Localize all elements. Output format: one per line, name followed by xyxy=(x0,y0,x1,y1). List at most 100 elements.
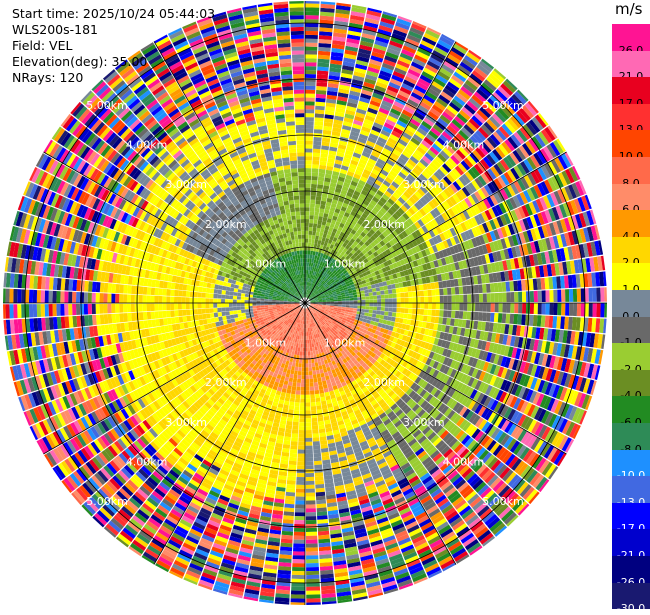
velocity-gate xyxy=(292,571,305,575)
velocity-gate xyxy=(299,363,302,367)
velocity-gate xyxy=(553,290,557,302)
velocity-gate xyxy=(313,149,321,153)
velocity-gate xyxy=(365,309,369,312)
velocity-gate xyxy=(479,303,483,312)
velocity-gate xyxy=(310,200,315,204)
velocity-gate xyxy=(317,409,323,414)
velocity-gate xyxy=(316,232,320,236)
velocity-gate xyxy=(290,370,294,374)
velocity-gate xyxy=(310,383,314,387)
velocity-gate xyxy=(288,381,293,386)
velocity-gate xyxy=(300,399,305,403)
velocity-gate xyxy=(292,563,305,567)
velocity-gate xyxy=(342,307,346,309)
velocity-gate xyxy=(427,283,432,289)
velocity-gate xyxy=(291,441,298,445)
velocity-gate xyxy=(297,473,305,477)
velocity-gate xyxy=(305,11,319,15)
velocity-gate xyxy=(553,303,557,315)
velocity-gate xyxy=(305,74,316,78)
velocity-gate xyxy=(297,351,300,355)
velocity-gate xyxy=(372,314,376,318)
velocity-gate xyxy=(305,410,310,414)
velocity-gate xyxy=(308,235,311,239)
velocity-gate xyxy=(308,351,311,355)
velocity-gate xyxy=(396,313,400,318)
velocity-gate xyxy=(479,294,483,303)
velocity-gate xyxy=(305,418,311,422)
velocity-gate xyxy=(369,296,373,300)
velocity-gate xyxy=(317,511,327,516)
velocity-gate xyxy=(316,492,326,497)
velocity-gate xyxy=(389,298,393,302)
velocity-gate xyxy=(305,168,311,172)
velocity-gate xyxy=(545,290,549,302)
velocity-gate xyxy=(486,313,491,322)
velocity-gate xyxy=(318,381,323,386)
velocity-gate xyxy=(295,508,305,512)
velocity-gate xyxy=(495,303,499,312)
velocity-gate xyxy=(440,303,444,310)
velocity-gate xyxy=(305,367,308,371)
velocity-gate xyxy=(313,141,321,145)
velocity-gate xyxy=(314,358,317,362)
velocity-gate xyxy=(368,289,372,293)
velocity-gate xyxy=(369,310,373,314)
velocity-gate xyxy=(286,389,291,394)
velocity-gate xyxy=(305,336,307,340)
velocity-gate xyxy=(522,303,526,314)
velocity-gate xyxy=(293,555,305,559)
velocity-gate xyxy=(521,314,526,325)
velocity-gate xyxy=(306,426,312,430)
velocity-gate xyxy=(338,301,342,303)
velocity-gate xyxy=(318,421,324,426)
velocity-gate xyxy=(301,375,305,379)
velocity-gate xyxy=(306,446,313,450)
velocity-gate xyxy=(295,497,305,501)
velocity-gate xyxy=(306,540,318,544)
velocity-gate xyxy=(292,579,305,583)
velocity-gate xyxy=(474,312,479,321)
velocity-gate xyxy=(381,307,385,311)
velocity-gate xyxy=(506,314,511,324)
velocity-gate xyxy=(310,207,315,211)
velocity-gate xyxy=(391,284,396,289)
velocity-gate xyxy=(420,291,424,297)
velocity-gate xyxy=(372,292,376,296)
velocity-gate xyxy=(305,7,319,11)
velocity-gate xyxy=(294,371,298,375)
velocity-gate xyxy=(408,297,412,302)
velocity-gate xyxy=(377,299,381,303)
velocity-gate xyxy=(305,344,307,348)
velocity-gate xyxy=(292,575,305,579)
velocity-gate xyxy=(306,532,317,536)
velocity-gate xyxy=(346,301,350,303)
velocity-gate xyxy=(305,395,310,399)
velocity-gate xyxy=(419,315,424,321)
velocity-gate xyxy=(299,426,305,430)
velocity-gate xyxy=(305,82,316,86)
velocity-gate xyxy=(353,306,357,309)
velocity-gate xyxy=(305,199,310,203)
velocity-gate xyxy=(377,295,381,299)
velocity-gate xyxy=(361,303,365,306)
velocity-gate xyxy=(385,299,389,303)
velocity-gate xyxy=(435,310,439,317)
velocity-gate xyxy=(316,86,327,91)
velocity-gate xyxy=(447,310,451,317)
velocity-gate xyxy=(305,223,309,227)
velocity-gate xyxy=(290,449,297,453)
velocity-gate xyxy=(318,220,323,225)
velocity-gate xyxy=(316,90,326,95)
velocity-gate xyxy=(286,425,292,430)
velocity-gate xyxy=(482,312,487,321)
velocity-gate xyxy=(311,243,314,247)
velocity-gate xyxy=(294,406,299,410)
velocity-gate xyxy=(534,303,538,314)
velocity-gate xyxy=(306,528,317,532)
velocity-gate xyxy=(604,287,607,302)
velocity-gate xyxy=(513,281,518,291)
velocity-gate xyxy=(373,299,377,302)
velocity-gate xyxy=(305,371,308,375)
velocity-gate xyxy=(305,58,317,62)
